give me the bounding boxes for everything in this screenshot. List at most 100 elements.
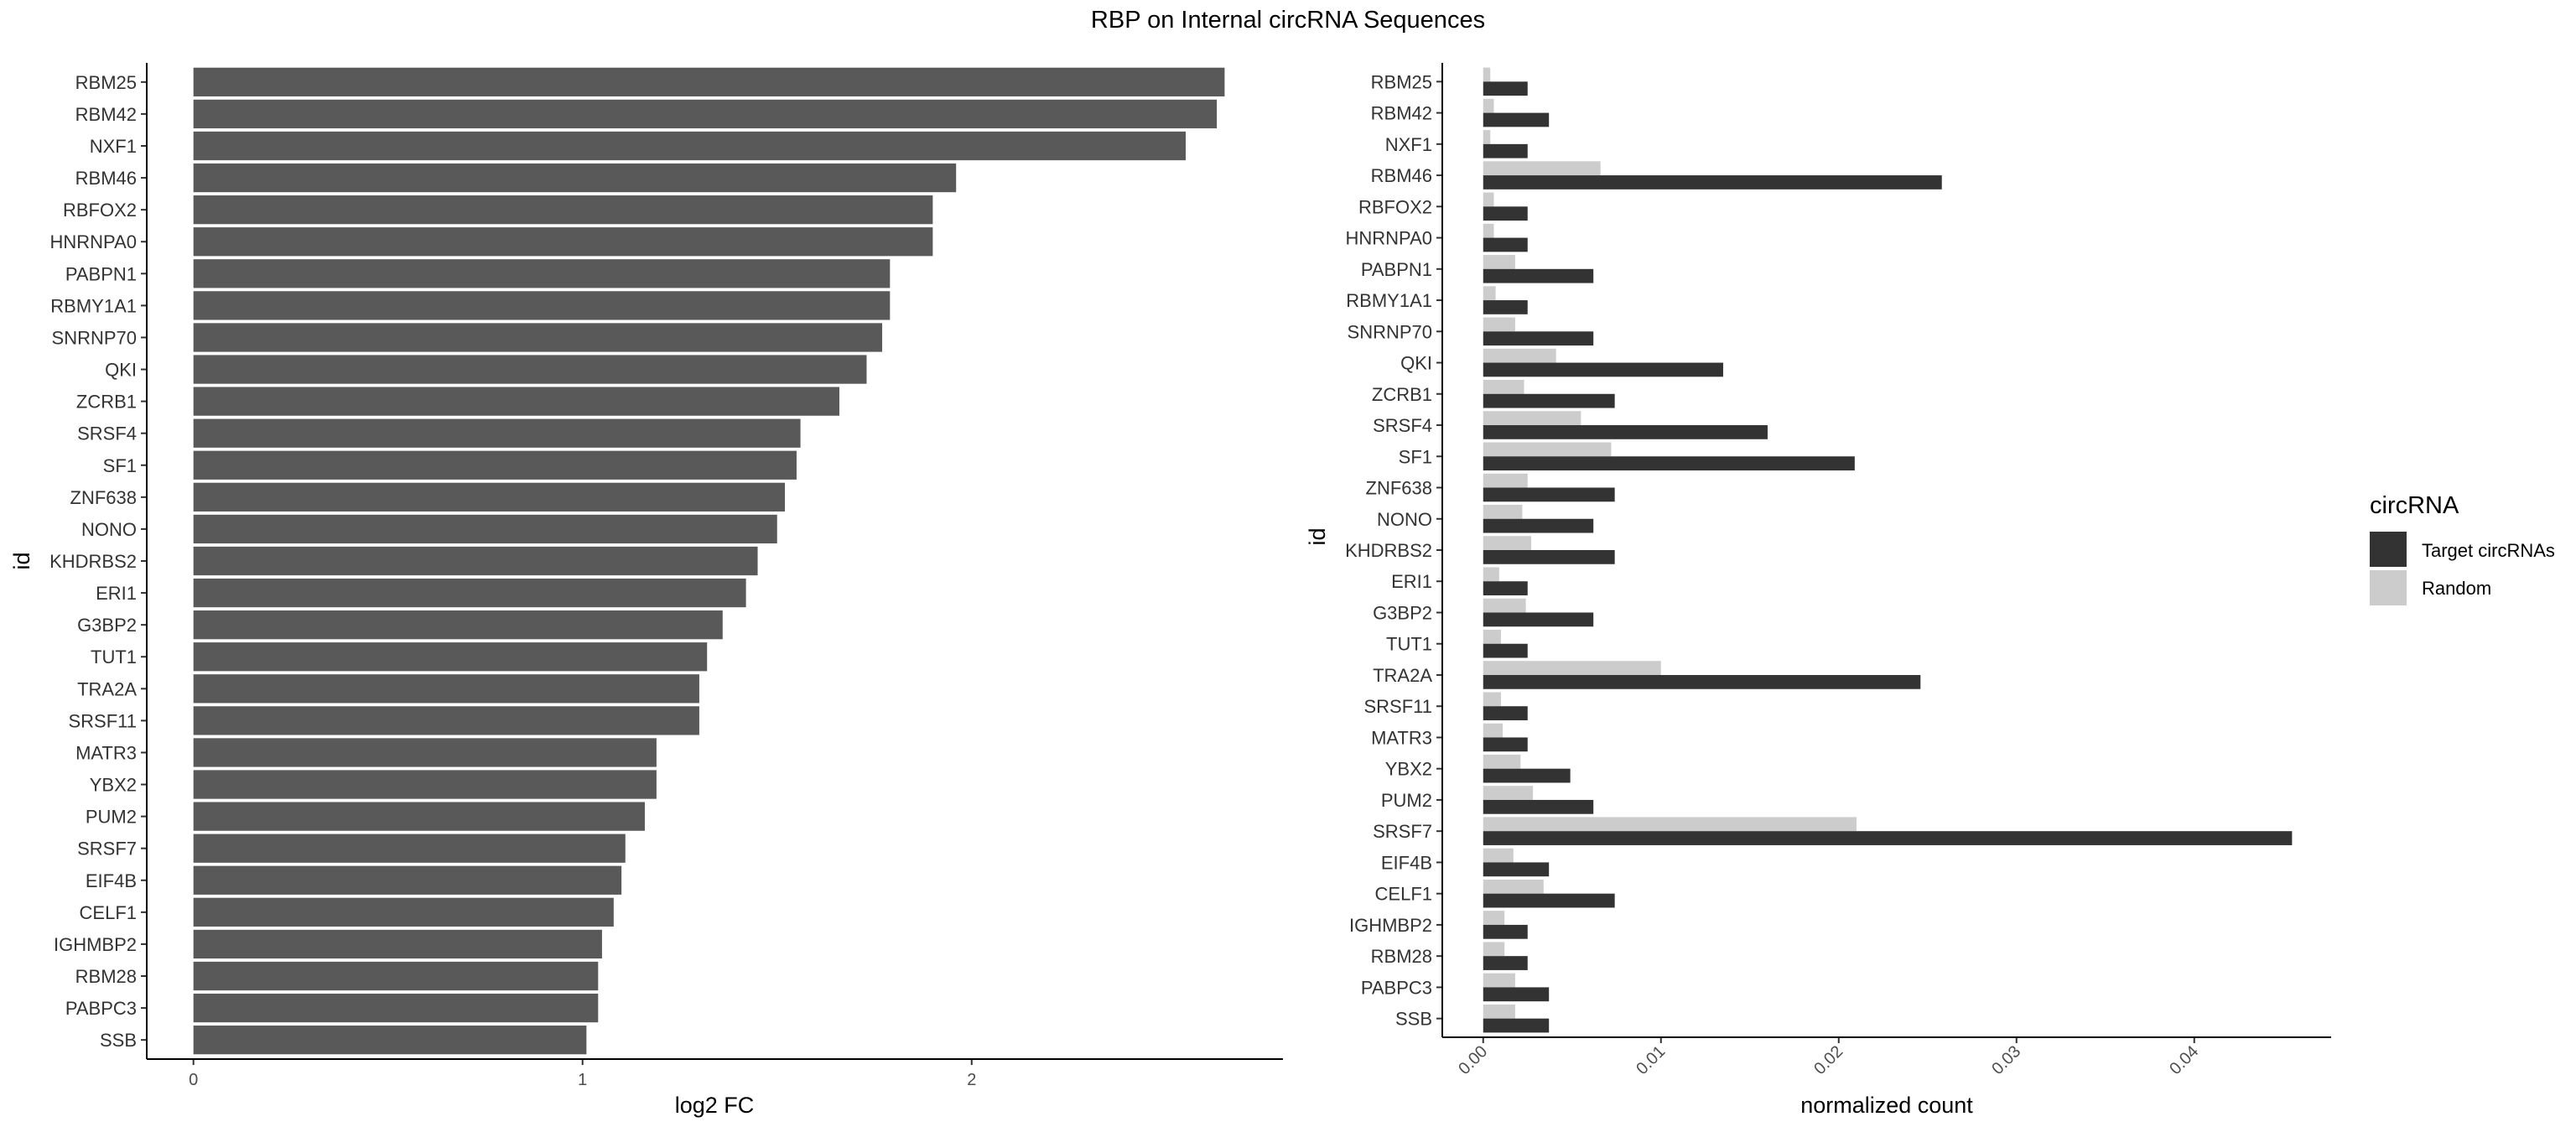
right-y-tick-label: EIF4B [1381,852,1432,873]
right-y-tick-label: SRSF11 [1363,696,1432,717]
legend: circRNA Target circRNAs Random [2370,492,2555,605]
left-y-tick-label: MATR3 [75,742,137,763]
right-y-tick-label: HNRNPA0 [1345,228,1432,249]
left-y-tick-label: ZNF638 [70,487,137,508]
right-y-tick-label: ZNF638 [1366,478,1432,499]
right-bar-random-khdrbs2 [1483,536,1531,550]
right-bar-target-tra2a [1483,674,1921,689]
left-bar-hnrnpa0 [193,227,933,257]
right-bar-random-celf1 [1483,879,1544,894]
left-bar-srsf4 [193,418,801,448]
right-bar-target-pabpn1 [1483,268,1594,283]
right-bar-target-rbm25 [1483,81,1528,96]
left-bar-srsf11 [193,706,699,735]
right-bar-random-rbm25 [1483,67,1491,82]
right-y-tick-label: TUT1 [1386,634,1432,655]
legend-swatch-random [2370,570,2407,605]
right-bar-random-ybx2 [1483,754,1521,769]
right-bar-random-qki [1483,348,1556,363]
right-y-tick-label: NXF1 [1385,134,1432,155]
right-bar-target-khdrbs2 [1483,550,1615,564]
left-x-axis-title: log2 FC [675,1093,755,1118]
right-bar-target-srsf11 [1483,706,1528,720]
right-bar-target-rbfox2 [1483,206,1528,221]
left-bar-tra2a [193,674,699,704]
left-y-tick-label: G3BP2 [77,615,137,636]
right-bar-target-snrnp70 [1483,331,1594,346]
right-bar-target-qki [1483,362,1723,377]
right-bar-target-hnrnpa0 [1483,237,1528,252]
left-bar-rbm42 [193,99,1218,129]
right-bar-target-srsf7 [1483,831,2293,845]
right-bar-random-rbm46 [1483,161,1601,176]
right-bar-random-ighmbp2 [1483,911,1505,925]
left-y-tick-label: SNRNP70 [52,327,137,348]
right-bar-random-rbfox2 [1483,192,1494,207]
right-bar-target-rbm28 [1483,956,1528,970]
left-bar-ybx2 [193,770,657,799]
right-bars [1483,67,2293,1033]
right-bar-target-eif4b [1483,862,1550,877]
right-y-tick-label: RBFOX2 [1358,196,1432,217]
right-bar-target-pabpc3 [1483,987,1550,1002]
left-y-tick-label: PABPC3 [65,998,137,1019]
right-y-tick-labels: RBM25 RBM42 NXF1 RBM46 RBFOX2 HNRNPA0 PABPN1 RB… [1345,71,1442,1030]
right-bar-random-hnrnpa0 [1483,223,1494,238]
left-y-tick-label: YBX2 [90,775,137,796]
left-bar-g3bp2 [193,610,723,640]
right-y-tick-label: RBMY1A1 [1346,290,1432,311]
left-y-tick-label: TRA2A [77,678,137,699]
right-bar-target-nono [1483,518,1594,533]
left-bar-tut1 [193,642,708,672]
left-y-tick-label: RBMY1A1 [50,295,137,316]
left-y-tick-label: SRSF4 [77,423,137,444]
left-bar-sf1 [193,450,797,480]
left-bars [193,67,1225,1055]
right-bar-random-tra2a [1483,661,1661,675]
right-bar-random-ssb [1483,1004,1515,1019]
right-y-tick-label: CELF1 [1375,884,1432,905]
left-bar-rbm46 [193,163,957,193]
right-bar-target-ighmbp2 [1483,924,1528,939]
left-bar-rbmy1a1 [193,291,891,320]
left-bar-qki [193,355,867,384]
legend-label-target: Target circRNAs [2422,540,2555,561]
right-bar-random-matr3 [1483,723,1504,738]
left-x-tick-label: 2 [967,1071,976,1089]
right-bar-target-rbm42 [1483,112,1550,127]
right-x-tick-label: 0.02 [1810,1042,1846,1078]
right-bar-random-srsf4 [1483,411,1581,426]
legend-title: circRNA [2370,492,2459,519]
left-y-tick-labels: RBM25 RBM42 NXF1 RBM46 RBFOX2 HNRNPA0 PABPN1 RB… [49,72,147,1051]
left-bar-eif4b [193,865,622,895]
right-bar-target-eri1 [1483,581,1528,596]
left-bar-znf638 [193,482,786,512]
right-bar-target-pum2 [1483,799,1594,814]
left-x-tick-label: 0 [189,1071,198,1089]
right-x-tick-labels: 0.00 0.01 0.02 0.03 0.04 [1455,1037,2202,1078]
right-bar-target-g3bp2 [1483,612,1594,627]
right-y-tick-label: QKI [1400,353,1432,374]
left-bar-nono [193,514,777,544]
right-y-tick-label: YBX2 [1385,759,1432,780]
right-bar-random-pabpc3 [1483,973,1515,988]
left-y-tick-label: CELF1 [80,902,137,923]
left-bar-ssb [193,1026,587,1055]
right-bar-random-sf1 [1483,442,1612,457]
right-bar-random-srsf11 [1483,692,1501,707]
right-bar-target-nxf1 [1483,143,1528,158]
left-bar-pum2 [193,802,645,831]
left-x-tick-labels: 0 1 2 [189,1059,976,1089]
right-bar-target-znf638 [1483,487,1615,502]
right-y-tick-label: G3BP2 [1373,602,1432,623]
left-y-tick-label: SSB [100,1030,137,1051]
right-bar-random-rbm28 [1483,942,1505,957]
left-y-tick-label: HNRNPA0 [49,231,137,252]
left-y-tick-label: NONO [81,519,137,540]
right-y-tick-label: RBM28 [1371,946,1432,967]
right-x-tick-label: 0.03 [1988,1042,2024,1078]
left-bar-nxf1 [193,131,1186,161]
left-y-tick-label: NXF1 [90,136,137,157]
right-bar-random-znf638 [1483,473,1528,488]
